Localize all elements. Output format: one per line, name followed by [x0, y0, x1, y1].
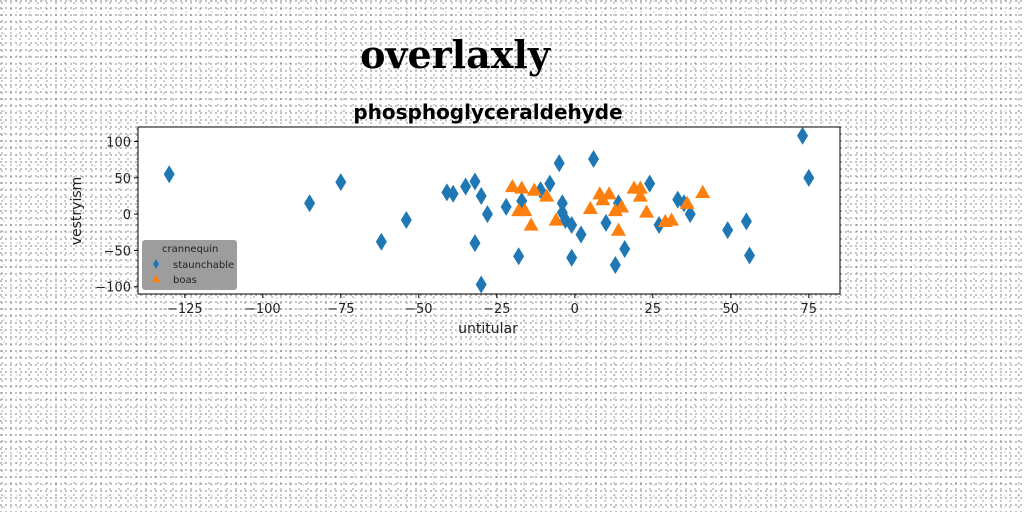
data-point	[614, 199, 630, 213]
data-point	[504, 179, 520, 193]
plot-background	[0, 0, 1, 1]
data-point	[644, 174, 656, 193]
data-point	[607, 203, 623, 217]
y-tick-label: −100	[95, 281, 131, 296]
y-tick-label: 50	[114, 172, 131, 187]
data-point	[514, 180, 530, 194]
data-point	[553, 154, 565, 173]
data-point	[556, 194, 568, 213]
data-point	[740, 212, 752, 231]
data-point	[163, 165, 175, 184]
x-tick-label: −100	[245, 302, 281, 317]
x-tick-label: 50	[723, 302, 740, 317]
data-point	[610, 222, 626, 236]
data-point	[548, 212, 564, 226]
x-axis-label: untitular	[458, 321, 518, 337]
data-point	[679, 195, 695, 209]
data-points	[163, 126, 815, 294]
data-point	[400, 210, 412, 229]
data-point	[475, 186, 487, 205]
x-tick-label: −75	[327, 302, 354, 317]
data-point	[803, 168, 815, 187]
data-point	[566, 216, 578, 235]
x-axis: −125 −100 −75 −50 −25 0 25 50 75	[167, 294, 817, 317]
data-point	[632, 180, 648, 194]
axes-title: phosphoglyceraldehyde	[353, 100, 622, 124]
data-point	[619, 239, 631, 258]
data-point	[475, 275, 487, 294]
data-point	[664, 212, 680, 226]
data-point	[335, 173, 347, 192]
data-point	[575, 225, 587, 244]
data-point	[517, 203, 533, 217]
data-point	[375, 232, 387, 251]
data-point	[588, 149, 600, 168]
x-tick-label: 25	[645, 302, 662, 317]
data-point	[566, 248, 578, 267]
data-point	[632, 188, 648, 202]
data-point	[469, 172, 481, 191]
x-tick-label: −25	[483, 302, 510, 317]
data-point	[609, 255, 621, 274]
data-point	[304, 194, 316, 213]
y-tick-label: −50	[104, 244, 131, 259]
data-point	[523, 217, 539, 231]
data-point	[513, 247, 525, 266]
data-point	[544, 174, 556, 193]
y-tick-label: 100	[106, 136, 131, 151]
data-point	[684, 205, 696, 224]
data-point	[600, 213, 612, 232]
y-axis-label: vestryism	[69, 177, 85, 246]
legend: crannequin staunchable boas	[142, 240, 237, 290]
data-point	[460, 177, 472, 196]
legend-label-boas: boas	[173, 275, 197, 286]
series-boas	[504, 179, 711, 236]
data-point	[539, 188, 555, 202]
data-point	[526, 182, 542, 196]
data-point	[695, 184, 711, 198]
data-point	[582, 200, 598, 214]
data-point	[447, 184, 459, 203]
x-tick-label: 75	[801, 302, 818, 317]
y-tick-label: 0	[123, 208, 131, 223]
legend-box	[142, 240, 237, 290]
x-tick-label: 0	[571, 302, 579, 317]
data-point	[481, 205, 493, 224]
series-staunchable	[163, 126, 815, 294]
data-point	[639, 204, 655, 218]
figure-suptitle: overlaxly	[360, 32, 551, 77]
legend-title: crannequin	[162, 244, 218, 255]
data-point	[797, 126, 809, 145]
data-point	[500, 197, 512, 216]
data-point	[744, 246, 756, 265]
y-axis: −100 −50 0 50 100	[95, 136, 138, 296]
legend-marker-boas	[151, 274, 161, 283]
legend-marker-staunchable	[152, 259, 160, 269]
x-tick-label: −125	[167, 302, 203, 317]
data-point	[722, 221, 734, 240]
data-point	[601, 186, 617, 200]
x-tick-label: −50	[405, 302, 432, 317]
data-point	[469, 234, 481, 253]
legend-label-staunchable: staunchable	[173, 260, 234, 271]
